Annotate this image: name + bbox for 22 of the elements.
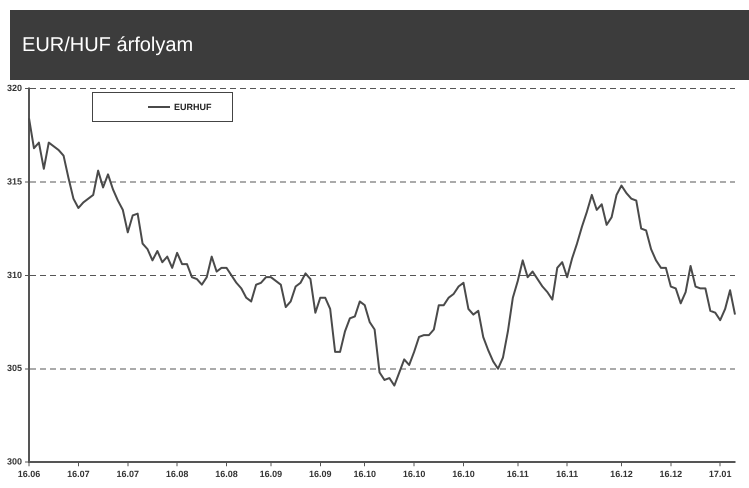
x-tick-label: 16.11 bbox=[556, 469, 578, 480]
x-tick-label: 16.07 bbox=[116, 469, 140, 480]
y-tick-label: 310 bbox=[6, 270, 22, 280]
x-tick-label: 16.10 bbox=[452, 469, 475, 480]
y-tick-label: 300 bbox=[6, 456, 22, 467]
x-tick-label: 17.01 bbox=[708, 469, 732, 480]
x-tick-label: 16.08 bbox=[166, 469, 188, 480]
x-tick-label: 16.08 bbox=[215, 469, 238, 480]
x-tick-label: 16.10 bbox=[353, 469, 376, 480]
y-tick-label: 320 bbox=[6, 82, 22, 93]
chart-title: EUR/HUF árfolyam bbox=[22, 34, 194, 57]
x-tick-label: 16.09 bbox=[309, 469, 332, 480]
x-tick-label: 16.12 bbox=[660, 469, 682, 480]
x-tick-label: 16.11 bbox=[506, 469, 529, 480]
x-tick-label: 16.06 bbox=[18, 469, 40, 480]
legend-label: EURHUF bbox=[174, 102, 212, 112]
y-tick-label: 305 bbox=[6, 363, 22, 374]
x-tick-label: 16.07 bbox=[67, 469, 90, 480]
x-tick-label: 16.10 bbox=[402, 469, 426, 480]
x-tick-label: 16.09 bbox=[260, 469, 282, 480]
y-tick-label: 315 bbox=[6, 176, 22, 186]
x-tick-label: 16.12 bbox=[610, 469, 633, 480]
